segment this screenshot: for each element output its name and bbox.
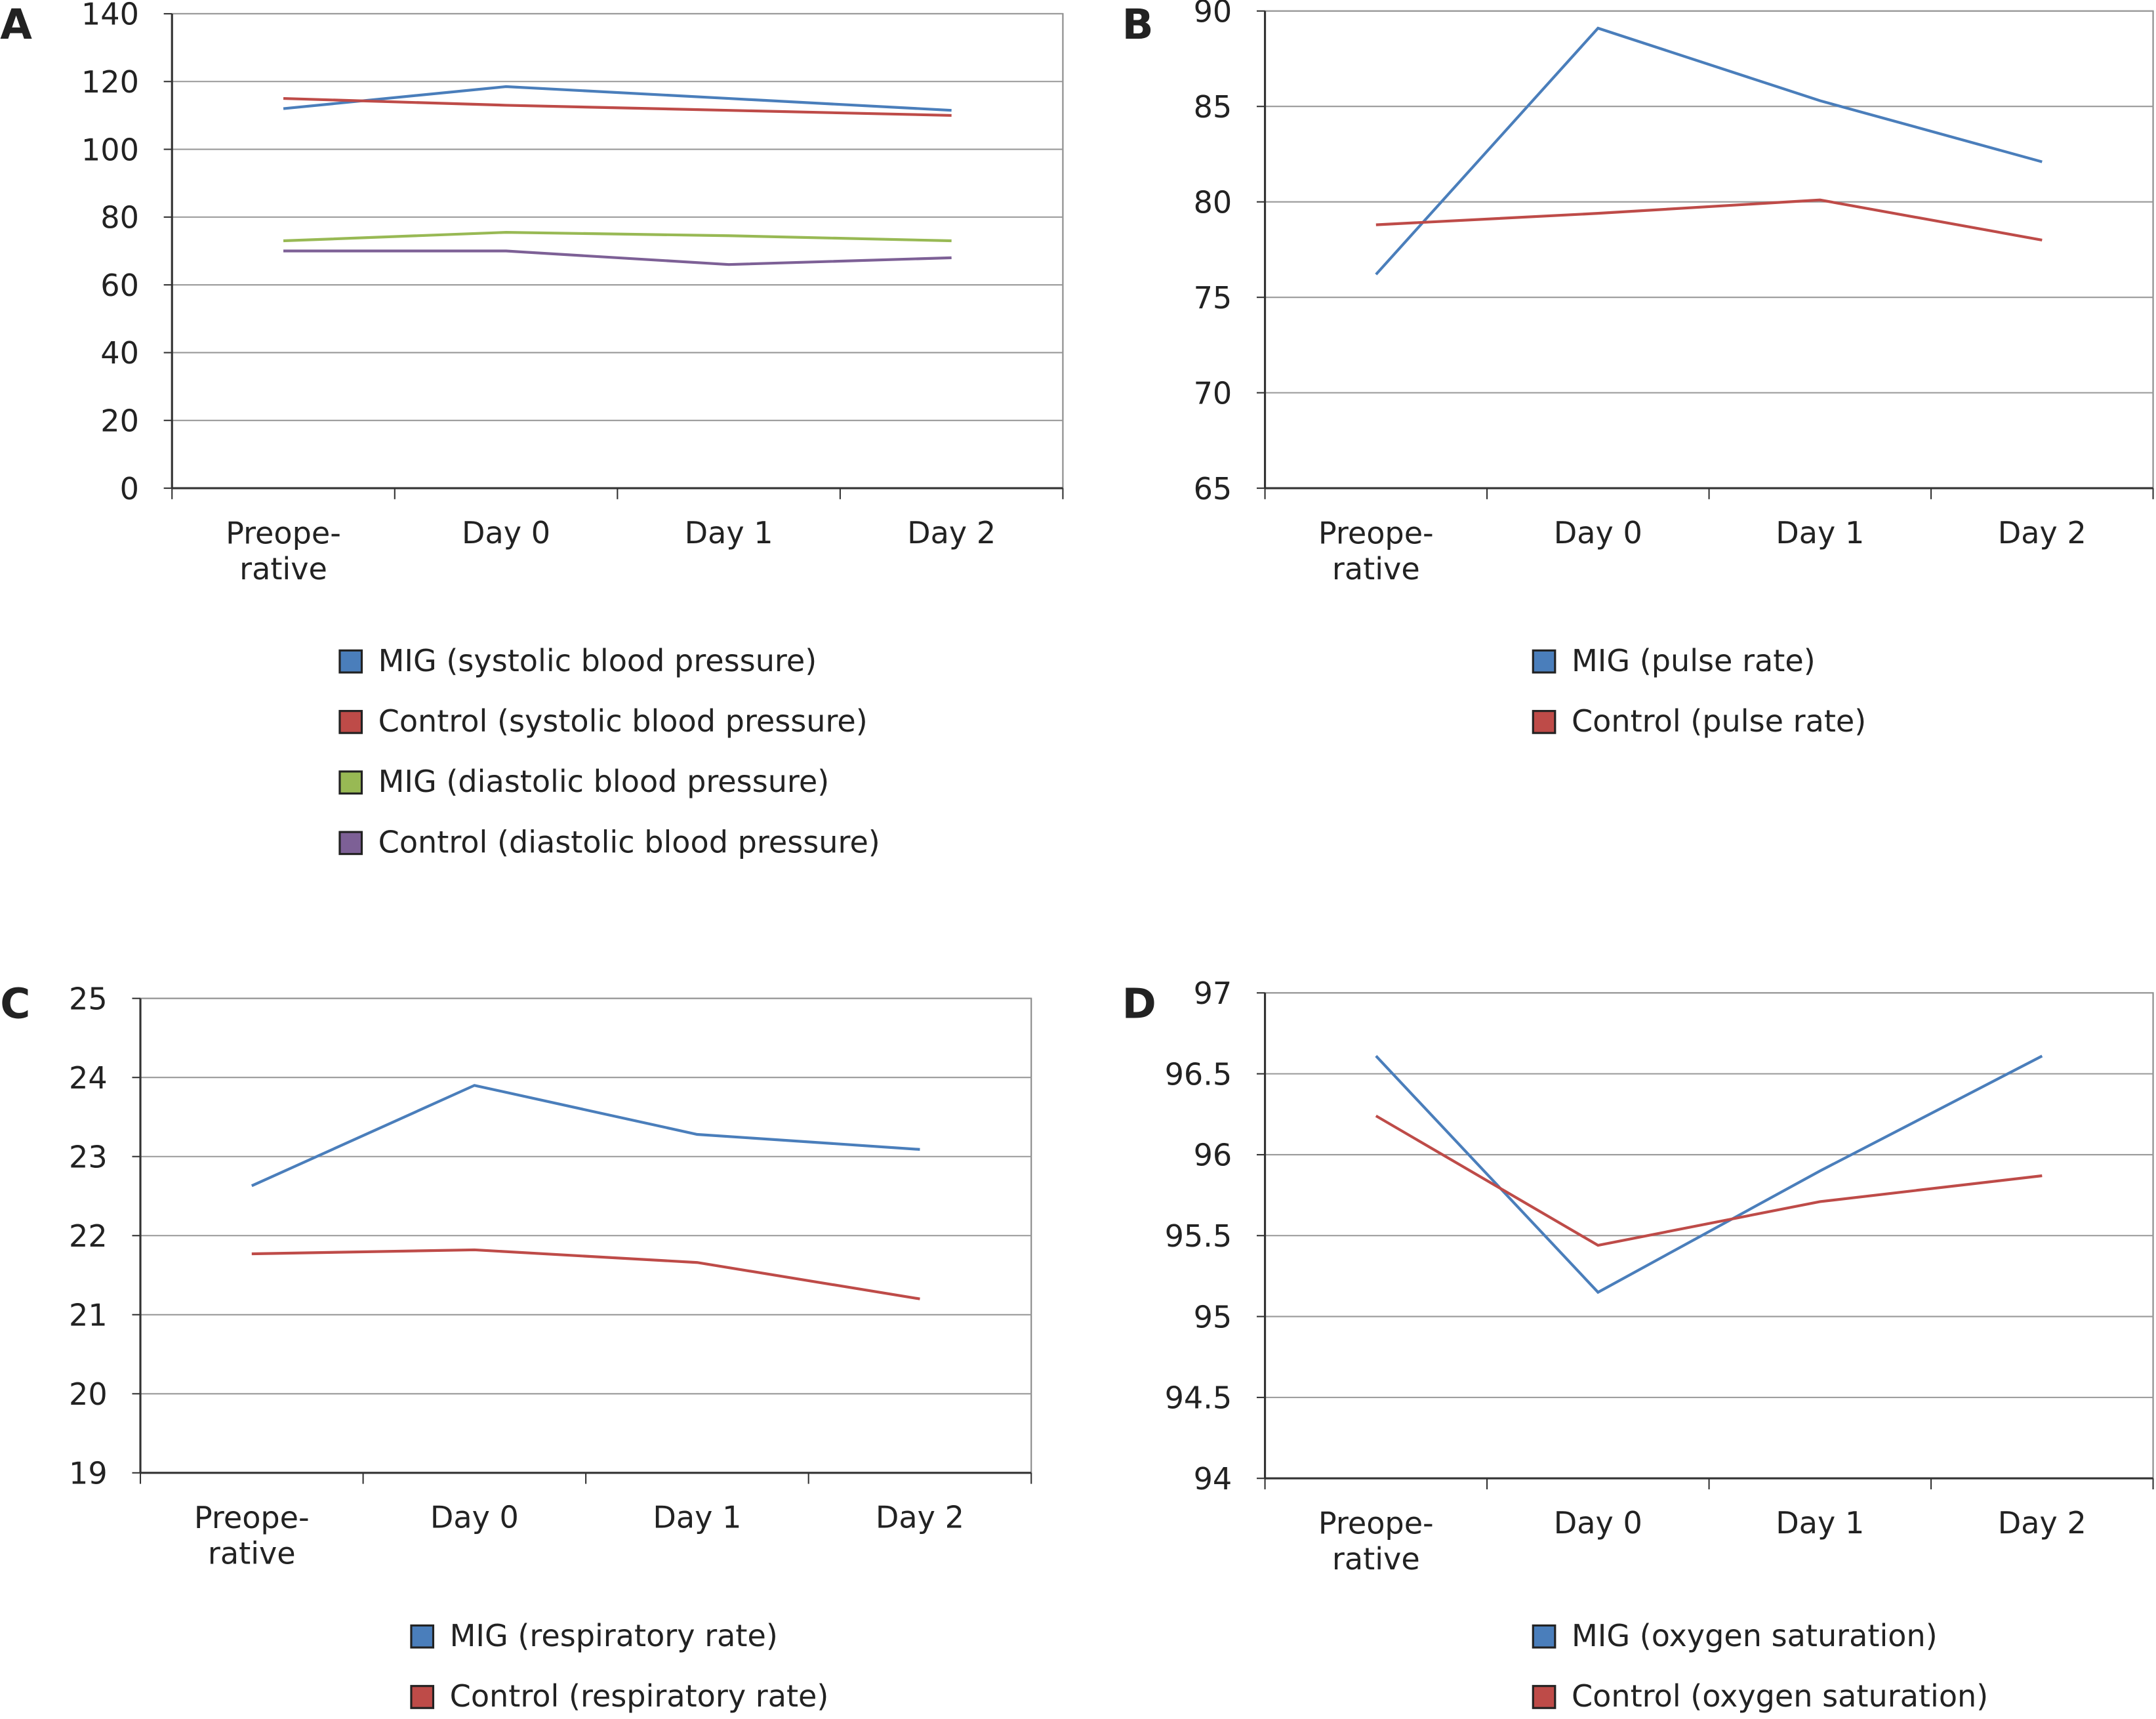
x-tick-label: Day 1 (1776, 1505, 1864, 1541)
series-line (283, 96, 952, 117)
x-tick-label: Day 2 (1998, 1505, 2086, 1541)
legend-swatch (1532, 1624, 1556, 1649)
x-tick-label: Preope-rative (1318, 515, 1434, 586)
legend-label: Control (oxygen saturation) (1572, 1678, 1988, 1714)
x-tick-label: Day 1 (1776, 515, 1864, 550)
legend-swatch (338, 831, 363, 856)
legend-swatch (1532, 649, 1556, 674)
y-tick-label: 65 (1194, 471, 1232, 507)
y-tick-label: 21 (69, 1297, 108, 1333)
x-tick-label: Preope-rative (226, 515, 341, 586)
series-line (283, 249, 952, 266)
panel-label: C (0, 980, 30, 1027)
series-line (283, 85, 952, 112)
y-tick-label: 95.5 (1165, 1218, 1232, 1254)
panel-label: A (0, 1, 32, 49)
y-tick-label: 40 (100, 335, 139, 371)
y-tick-label: 100 (81, 132, 139, 167)
y-tick-label: 23 (69, 1139, 108, 1174)
legend-swatch (1532, 710, 1556, 734)
y-tick-label: 70 (1194, 375, 1232, 411)
x-tick-label: Day 0 (1554, 515, 1642, 550)
y-tick-label: 20 (100, 403, 139, 438)
panel-label: B (1122, 1, 1154, 49)
series-line (251, 1248, 920, 1300)
legend-swatch (338, 710, 363, 734)
series-line (1375, 198, 2043, 241)
legend-label: MIG (systolic blood pressure) (378, 643, 817, 678)
y-tick-label: 85 (1194, 89, 1232, 125)
legend-swatch (410, 1685, 435, 1709)
legend-swatch (1532, 1685, 1556, 1709)
legend-label: MIG (respiratory rate) (450, 1618, 778, 1653)
series-line (1375, 1054, 2043, 1294)
y-tick-label: 94.5 (1165, 1380, 1232, 1416)
panel-label: D (1122, 980, 1156, 1027)
y-tick-label: 96 (1194, 1138, 1232, 1173)
y-tick-label: 120 (81, 64, 139, 100)
legend-label: Control (respiratory rate) (450, 1678, 829, 1714)
y-tick-label: 0 (120, 471, 139, 507)
legend-swatch (338, 770, 363, 795)
y-tick-label: 94 (1194, 1461, 1232, 1497)
x-tick-label: Day 0 (462, 515, 550, 550)
y-tick-label: 24 (69, 1060, 108, 1096)
x-tick-label: Preope-rative (194, 1500, 310, 1571)
legend-swatch (410, 1624, 435, 1649)
x-tick-label: Day 1 (653, 1500, 741, 1535)
legend-label: MIG (diastolic blood pressure) (378, 764, 830, 799)
x-tick-label: Preope-rative (1318, 1505, 1434, 1576)
x-tick-label: Day 0 (430, 1500, 519, 1535)
series-line (1375, 26, 2043, 276)
y-tick-label: 96.5 (1165, 1056, 1232, 1092)
y-tick-label: 19 (69, 1456, 108, 1491)
legend-label: MIG (oxygen saturation) (1572, 1618, 1938, 1653)
y-tick-label: 140 (81, 0, 139, 32)
x-tick-label: Day 1 (685, 515, 773, 550)
x-tick-label: Day 2 (1998, 515, 2086, 550)
legend-label: Control (pulse rate) (1572, 703, 1866, 739)
y-tick-label: 60 (100, 268, 139, 303)
y-tick-label: 80 (100, 200, 139, 236)
x-tick-label: Day 2 (907, 515, 996, 550)
x-tick-label: Day 0 (1554, 1505, 1642, 1541)
series-line (251, 1084, 920, 1188)
legend-swatch (338, 649, 363, 674)
y-tick-label: 20 (69, 1377, 108, 1412)
y-tick-label: 80 (1194, 184, 1232, 220)
series-line (283, 231, 952, 243)
y-tick-label: 25 (69, 981, 108, 1016)
legend-label: MIG (pulse rate) (1572, 643, 1816, 678)
y-tick-label: 90 (1194, 0, 1232, 29)
y-tick-label: 95 (1194, 1299, 1232, 1335)
y-tick-label: 22 (69, 1218, 108, 1254)
y-tick-label: 75 (1194, 280, 1232, 316)
series-line (1375, 1114, 2043, 1247)
legend-label: Control (systolic blood pressure) (378, 703, 868, 739)
y-tick-label: 97 (1194, 976, 1232, 1011)
legend-label: Control (diastolic blood pressure) (378, 824, 880, 860)
x-tick-label: Day 2 (876, 1500, 964, 1535)
